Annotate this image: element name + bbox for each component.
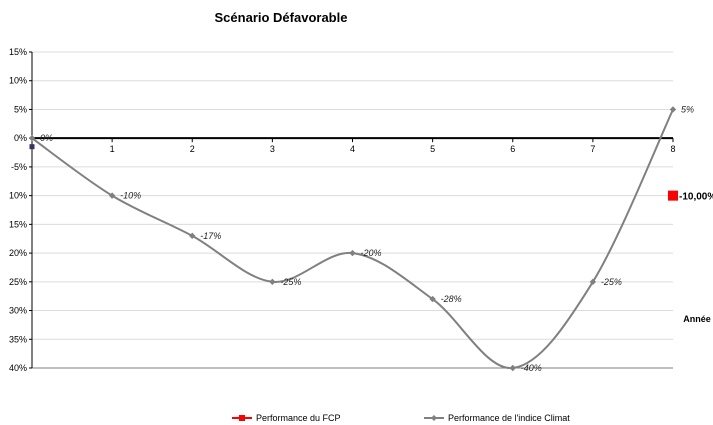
data-point-indice-climat [429, 295, 436, 303]
origin-marker [29, 144, 35, 150]
data-label-indice-climat: -40% [521, 363, 542, 373]
data-label-indice-climat: -10% [120, 191, 141, 201]
y-tick-label: 15% [9, 47, 27, 57]
x-tick-label: 2 [190, 144, 195, 154]
data-label-indice-climat: -20% [361, 248, 382, 258]
legend-swatch-fcp [239, 415, 245, 421]
x-tick-label: 5 [430, 144, 435, 154]
y-tick-label: 0% [14, 133, 27, 143]
y-tick-label: 25% [9, 277, 27, 287]
data-label-indice-climat: -17% [200, 231, 221, 241]
data-point-indice-climat [269, 278, 276, 286]
x-tick-label: 7 [590, 144, 595, 154]
data-point-indice-climat [509, 364, 516, 372]
legend-swatch-indice [431, 415, 437, 421]
data-point-fcp [668, 190, 678, 201]
y-tick-label: -5% [11, 162, 27, 172]
grid [32, 51, 673, 340]
legend-label-indice-climat: Performance de l'indice Climat [448, 413, 570, 423]
data-label-fcp: -10,00% [679, 192, 713, 203]
x-tick-label: 4 [350, 144, 355, 154]
data-label-indice-climat: -25% [601, 277, 622, 287]
data-point-indice-climat [349, 249, 356, 257]
data-point-indice-climat [108, 192, 116, 199]
x-axis: 1 2 3 4 5 6 7 8 [32, 137, 676, 154]
x-tick-label: 3 [270, 144, 275, 154]
data-label-indice-climat: -25% [280, 277, 301, 287]
x-tick-label: 8 [670, 144, 675, 154]
data-point-indice-climat [589, 278, 597, 286]
data-point-indice-climat [189, 232, 196, 240]
y-tick-label: 10% [9, 76, 27, 86]
x-tick-label: 1 [110, 144, 115, 154]
y-tick-label: 20% [9, 248, 27, 258]
legend-label-fcp: Performance du FCP [256, 413, 341, 423]
y-tick-label: 40% [9, 363, 27, 373]
legend: Performance du FCP Performance de l'indic… [232, 413, 570, 423]
y-tick-label: 5% [14, 104, 27, 114]
y-axis: 15%10%5%0%-5%10%15%20%25%30%35%40% [9, 47, 673, 373]
y-tick-label: 15% [9, 219, 27, 229]
data-point-indice-climat [28, 134, 36, 142]
data-label-indice-climat: 0% [40, 133, 53, 143]
chart-title: Scénario Défavorable [215, 10, 348, 25]
y-tick-label: 35% [9, 334, 27, 344]
data-point-indice-climat [669, 106, 677, 113]
series-layer: 0% -10% -17% -25% -20% -28% -40% -25% 5% -10,00% [28, 104, 713, 373]
y-tick-label: 10% [9, 191, 27, 201]
data-label-indice-climat: 5% [681, 104, 694, 114]
y-tick-label: 30% [9, 306, 27, 316]
x-tick-label: 6 [510, 144, 515, 154]
x-axis-title: Année [683, 314, 711, 324]
data-label-indice-climat: -28% [441, 294, 462, 304]
